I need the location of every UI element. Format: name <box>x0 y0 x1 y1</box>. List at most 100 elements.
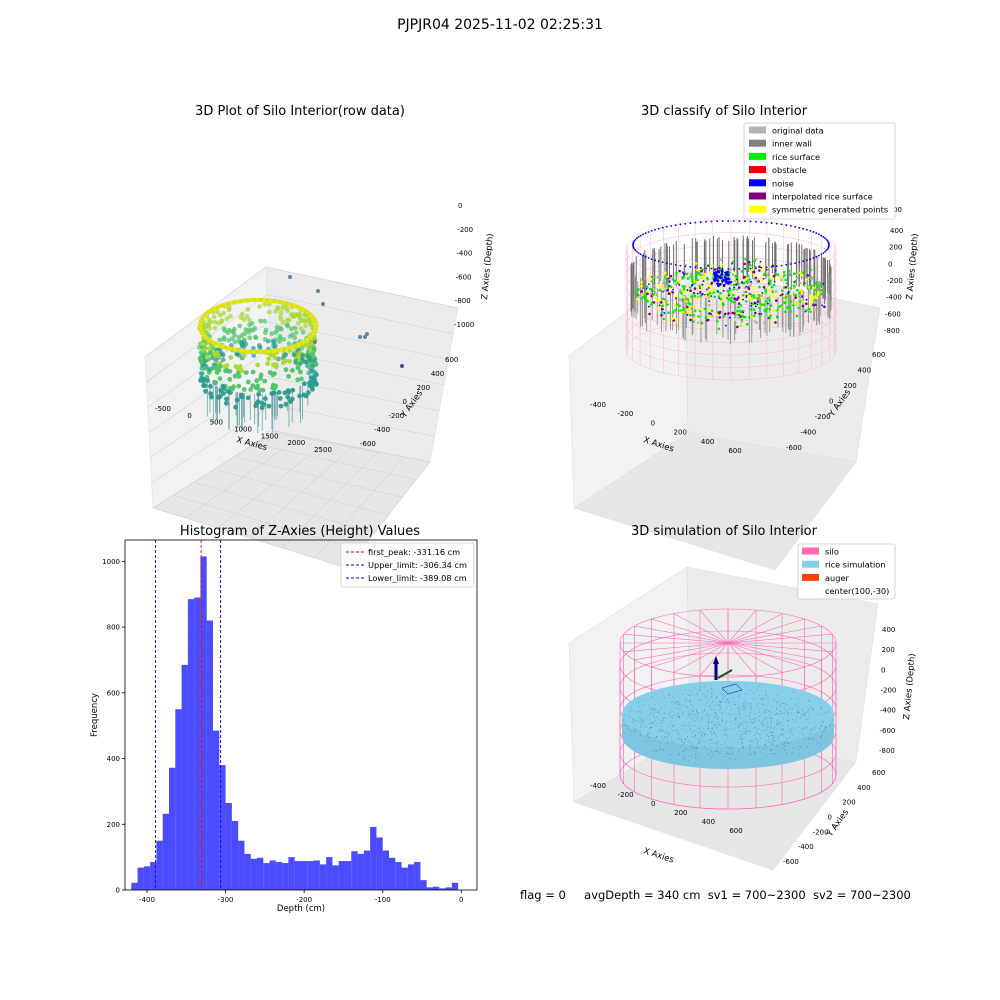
cls-point <box>746 289 749 292</box>
sim-rice-point <box>673 751 675 753</box>
cls-point <box>784 296 788 299</box>
raw-ytick: 200 <box>417 384 430 392</box>
sim-legend-swatch <box>802 573 819 581</box>
raw-wall-point <box>235 366 241 372</box>
sim-rice-point <box>686 699 688 701</box>
sim-rice-point <box>803 734 805 735</box>
sim-rice-point <box>791 753 793 755</box>
cls-noise-point <box>684 265 687 268</box>
sim-rice-point <box>726 720 728 722</box>
sim-rice-point <box>769 710 771 711</box>
raw-wall-point <box>273 308 278 314</box>
cls-point <box>699 294 702 297</box>
sim-rice-point <box>743 727 745 729</box>
sim-rice-point <box>707 691 709 693</box>
sim-rice-point <box>688 740 690 742</box>
cls-point <box>708 314 711 318</box>
cls-point <box>771 321 775 325</box>
cls-point <box>775 299 778 302</box>
sim-rice-point <box>796 717 797 719</box>
sim-rice-point <box>684 700 686 702</box>
cls-noise-point <box>679 264 682 267</box>
sim-rice-point <box>798 706 800 708</box>
sim-rice-point <box>828 710 830 711</box>
sim-rice-point <box>730 720 732 722</box>
histogram-bar <box>313 860 320 890</box>
sim-rice-point <box>689 728 691 729</box>
raw-wall-point <box>217 363 223 369</box>
cls-point <box>742 276 746 279</box>
histogram-legend-label: first_peak: -331.16 cm <box>368 547 460 557</box>
cls-point <box>671 312 675 316</box>
cls-point <box>653 284 656 287</box>
cls-point <box>747 260 751 264</box>
cls-point <box>704 272 707 276</box>
cls-point <box>694 262 698 265</box>
cls-point <box>819 283 823 286</box>
cls-point <box>810 284 813 287</box>
cls-point <box>785 294 789 297</box>
sim-rice-point <box>694 687 696 689</box>
cls-point <box>647 283 650 285</box>
cls-noise-point <box>785 263 788 266</box>
sim-rice-point <box>672 741 674 743</box>
sim-rice-point <box>680 704 682 706</box>
sim-rice-point <box>694 746 696 748</box>
cls-point <box>753 314 756 318</box>
cls-point <box>738 312 741 315</box>
sim-rice-point <box>636 711 638 713</box>
sim-rice-point <box>705 741 707 743</box>
cls-point <box>743 315 747 319</box>
raw-wall-point <box>213 357 219 363</box>
cls-point <box>759 260 762 263</box>
sim-rice-point <box>777 714 779 715</box>
sim-rice-point <box>698 743 700 744</box>
sim-rice-point <box>630 734 632 736</box>
sim-rice-point <box>781 743 783 745</box>
cls-point <box>770 295 774 298</box>
cls-point <box>681 310 684 314</box>
sim-rice-point <box>659 749 661 751</box>
sim-rice-point <box>791 698 793 700</box>
cls-noise-point <box>806 228 808 231</box>
cls-point <box>650 301 654 304</box>
sim-rice-point <box>632 719 634 720</box>
sim-rice-point <box>738 738 740 740</box>
sim-rice-point <box>722 689 724 691</box>
sim-rice-point <box>777 722 779 724</box>
sim-rice-point <box>748 750 750 752</box>
raw-wall-point <box>216 320 221 326</box>
sim-rice-point <box>767 700 769 702</box>
raw-wall-point <box>258 372 264 378</box>
sim-rice-point <box>723 727 725 729</box>
cls-noise-point <box>699 266 702 269</box>
sim-rice-point <box>635 720 637 722</box>
sim-rice-point <box>766 728 768 730</box>
flag-text: flag = 0 <box>520 888 566 902</box>
sim-rice-point <box>635 728 637 730</box>
sim-rice-point <box>718 724 720 726</box>
histogram-bar <box>162 813 169 890</box>
sim-rice-point <box>751 722 753 724</box>
cls-point <box>662 299 665 303</box>
raw-wall-point <box>202 350 208 356</box>
cls-point <box>731 262 733 265</box>
cls-point <box>694 275 698 278</box>
cls-legend-swatch <box>749 192 766 200</box>
sim-rice-point <box>712 728 714 730</box>
cls-point <box>664 300 668 303</box>
sim-rice-point <box>677 716 679 718</box>
cls-ytick: 200 <box>843 382 856 390</box>
cls-legend-swatch <box>749 205 766 213</box>
raw-wall-point <box>240 311 245 317</box>
histogram-xtick: -300 <box>218 896 234 904</box>
cls-noise-point <box>818 254 820 257</box>
raw-wall-point <box>200 341 206 347</box>
cls-noise-point <box>716 220 718 223</box>
sim-rice-point <box>712 743 714 745</box>
cls-noise-point <box>657 260 660 263</box>
raw-outlier-point <box>363 335 367 339</box>
cls-point <box>679 288 682 292</box>
sim-rice-point <box>684 747 686 749</box>
raw-xtick: 1000 <box>234 426 252 434</box>
